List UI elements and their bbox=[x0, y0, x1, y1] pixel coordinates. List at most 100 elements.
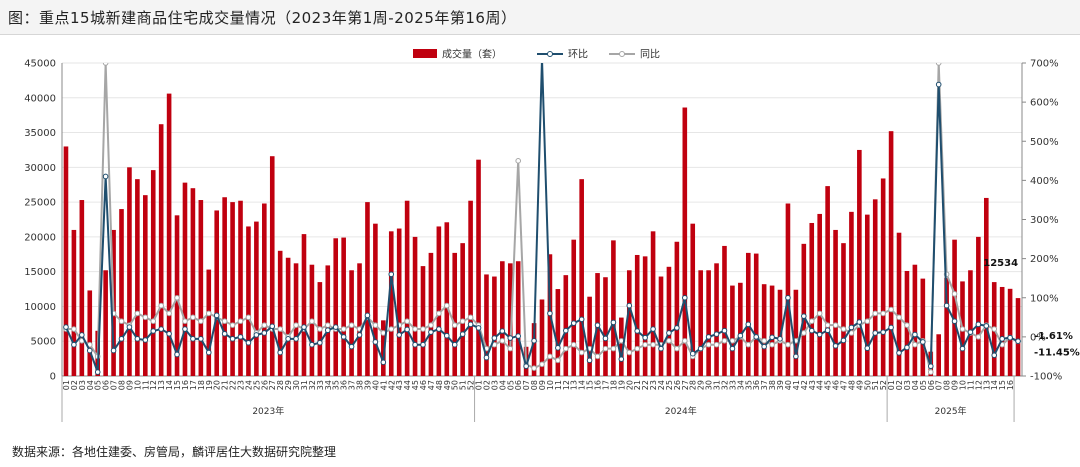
bar bbox=[143, 195, 148, 376]
yoy-point bbox=[293, 322, 299, 328]
bar bbox=[944, 277, 949, 376]
yoy-point bbox=[158, 302, 164, 309]
bar bbox=[79, 200, 85, 376]
x-tick-label: 08 bbox=[943, 380, 952, 390]
yoy-point bbox=[578, 349, 585, 356]
x-tick-label: 32 bbox=[720, 380, 729, 390]
bar bbox=[793, 289, 799, 376]
bar bbox=[722, 245, 727, 376]
mom-point bbox=[594, 322, 601, 328]
yoy-point bbox=[975, 334, 982, 340]
x-tick-label: 04 bbox=[86, 380, 95, 390]
bar bbox=[817, 213, 822, 376]
bar bbox=[626, 270, 632, 376]
x-tick-label: 28 bbox=[689, 380, 698, 390]
x-tick-label: 26 bbox=[260, 380, 269, 390]
chart-axes: 0 5000 10000 15000 20000 25000 30000 35000 40000… bbox=[24, 59, 1062, 383]
yoy-point bbox=[412, 326, 418, 332]
y-right-tick-label: 400% bbox=[1030, 176, 1059, 187]
bar bbox=[214, 210, 220, 376]
bar bbox=[674, 241, 680, 376]
mom-point bbox=[372, 339, 379, 345]
year-label: 2024年 bbox=[665, 405, 697, 417]
bar bbox=[262, 203, 267, 376]
bar bbox=[357, 263, 362, 376]
x-tick-label: 29 bbox=[284, 380, 293, 390]
bar bbox=[507, 263, 513, 376]
yoy-point bbox=[816, 310, 823, 317]
mom-point bbox=[134, 336, 141, 342]
legend: 成交量（套） 环比 同比 bbox=[413, 48, 660, 61]
mom-point bbox=[229, 336, 236, 342]
y-left-tick-label: 15000 bbox=[24, 267, 56, 278]
mom-point bbox=[237, 334, 244, 340]
bar bbox=[888, 131, 894, 376]
y-left-tick-label: 10000 bbox=[24, 302, 56, 313]
mom-point bbox=[555, 345, 561, 351]
mom-point bbox=[277, 349, 283, 356]
x-tick-label: 23 bbox=[649, 380, 658, 390]
mom-point bbox=[467, 321, 474, 328]
x-tick-label: 12 bbox=[149, 380, 158, 390]
bar bbox=[555, 289, 561, 376]
x-tick-label: 12 bbox=[562, 380, 571, 390]
yoy-point bbox=[927, 369, 934, 375]
mom-point bbox=[832, 343, 839, 349]
yoy-point bbox=[150, 318, 157, 325]
mom-point bbox=[126, 324, 133, 330]
bar bbox=[650, 231, 656, 376]
yoy-point bbox=[682, 337, 688, 344]
bar bbox=[119, 209, 124, 376]
x-tick-label: 22 bbox=[229, 380, 238, 390]
mom-point bbox=[801, 313, 807, 319]
bar bbox=[1015, 298, 1021, 376]
x-tick-label: 17 bbox=[601, 380, 610, 390]
x-tick-label: 09 bbox=[951, 380, 960, 390]
mom-point bbox=[190, 336, 196, 342]
line-series bbox=[63, 63, 1021, 375]
mom-point bbox=[896, 350, 902, 356]
x-tick-label: 03 bbox=[78, 380, 87, 390]
bar bbox=[714, 263, 719, 376]
bar bbox=[801, 243, 807, 376]
y-left-tick-label: 5000 bbox=[31, 337, 56, 348]
x-tick-label: 01 bbox=[62, 380, 71, 390]
legend-swatch-bar bbox=[413, 49, 437, 58]
mom-point bbox=[63, 324, 69, 330]
mom-point bbox=[658, 345, 664, 352]
mom-point bbox=[856, 319, 863, 325]
x-tick-label: 17 bbox=[189, 380, 198, 390]
mom-point bbox=[713, 331, 720, 337]
bar bbox=[642, 256, 648, 376]
mom-point bbox=[94, 369, 101, 375]
x-tick-label: 14 bbox=[165, 380, 174, 390]
x-tick-label: 21 bbox=[633, 380, 642, 390]
x-tick-label: 38 bbox=[356, 380, 365, 390]
bar bbox=[198, 200, 204, 376]
bar bbox=[531, 323, 537, 376]
bar bbox=[912, 264, 918, 376]
mom-point bbox=[253, 332, 260, 338]
x-tick-label: 41 bbox=[792, 380, 801, 390]
x-tick-label: 49 bbox=[855, 380, 864, 390]
x-tick-label: 19 bbox=[617, 380, 626, 390]
bar bbox=[484, 274, 489, 376]
yoy-point bbox=[277, 326, 283, 332]
y-left-tick-label: 0 bbox=[50, 372, 56, 383]
yoy-point bbox=[142, 314, 149, 321]
x-tick-label: 49 bbox=[443, 380, 452, 390]
x-tick-label: 51 bbox=[459, 380, 468, 390]
x-tick-label: 45 bbox=[824, 380, 833, 390]
mom-point bbox=[261, 330, 268, 336]
bar bbox=[738, 282, 743, 376]
bar bbox=[849, 211, 854, 376]
mom-point bbox=[340, 334, 347, 340]
x-tick-label: 11 bbox=[554, 380, 563, 390]
mom-point bbox=[578, 316, 585, 323]
x-tick-label: 25 bbox=[665, 380, 674, 390]
yoy-point bbox=[761, 337, 767, 344]
bar bbox=[571, 239, 577, 376]
yoy-point bbox=[348, 322, 355, 328]
mom-point bbox=[904, 344, 910, 351]
mom-point bbox=[166, 330, 172, 337]
